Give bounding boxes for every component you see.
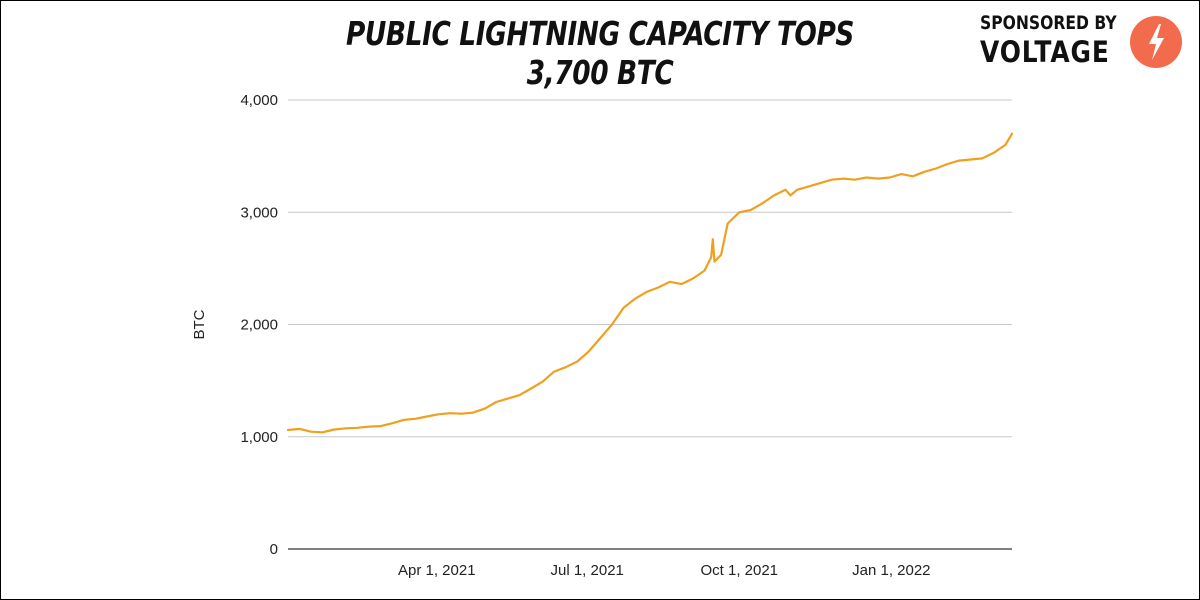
sponsor-block[interactable]: SPONSORED BY VOLTAGE — [980, 8, 1190, 72]
x-tick-labels: Apr 1, 2021 Jul 1, 2021 Oct 1, 2021 Jan 1, … — [398, 562, 931, 579]
sponsor-label: SPONSORED BY — [980, 12, 1117, 34]
x-tick-label: Jul 1, 2021 — [550, 562, 623, 579]
y-tick-label: 2,000 — [240, 317, 278, 334]
logo-bolt — [1149, 24, 1164, 60]
x-tick-label: Jan 1, 2022 — [852, 562, 930, 579]
series-line-capacity — [286, 132, 1014, 434]
y-tick-labels: 0 1,000 2,000 3,000 4,000 — [240, 92, 278, 558]
y-axis-title: BTC — [191, 309, 208, 339]
x-tick-label: Oct 1, 2021 — [700, 562, 778, 579]
sponsor-brand: VOLTAGE — [980, 35, 1110, 69]
gridlines — [288, 99, 1012, 438]
lightning-bolt-icon — [1130, 16, 1182, 68]
y-tick-label: 4,000 — [240, 92, 278, 109]
y-tick-label: 0 — [270, 541, 278, 558]
chart-title: PUBLIC LIGHTNING CAPACITY TOPS 3,700 BTC — [345, 14, 855, 92]
y-tick-label: 3,000 — [240, 204, 278, 221]
y-tick-label: 1,000 — [240, 429, 278, 446]
x-tick-label: Apr 1, 2021 — [398, 562, 476, 579]
